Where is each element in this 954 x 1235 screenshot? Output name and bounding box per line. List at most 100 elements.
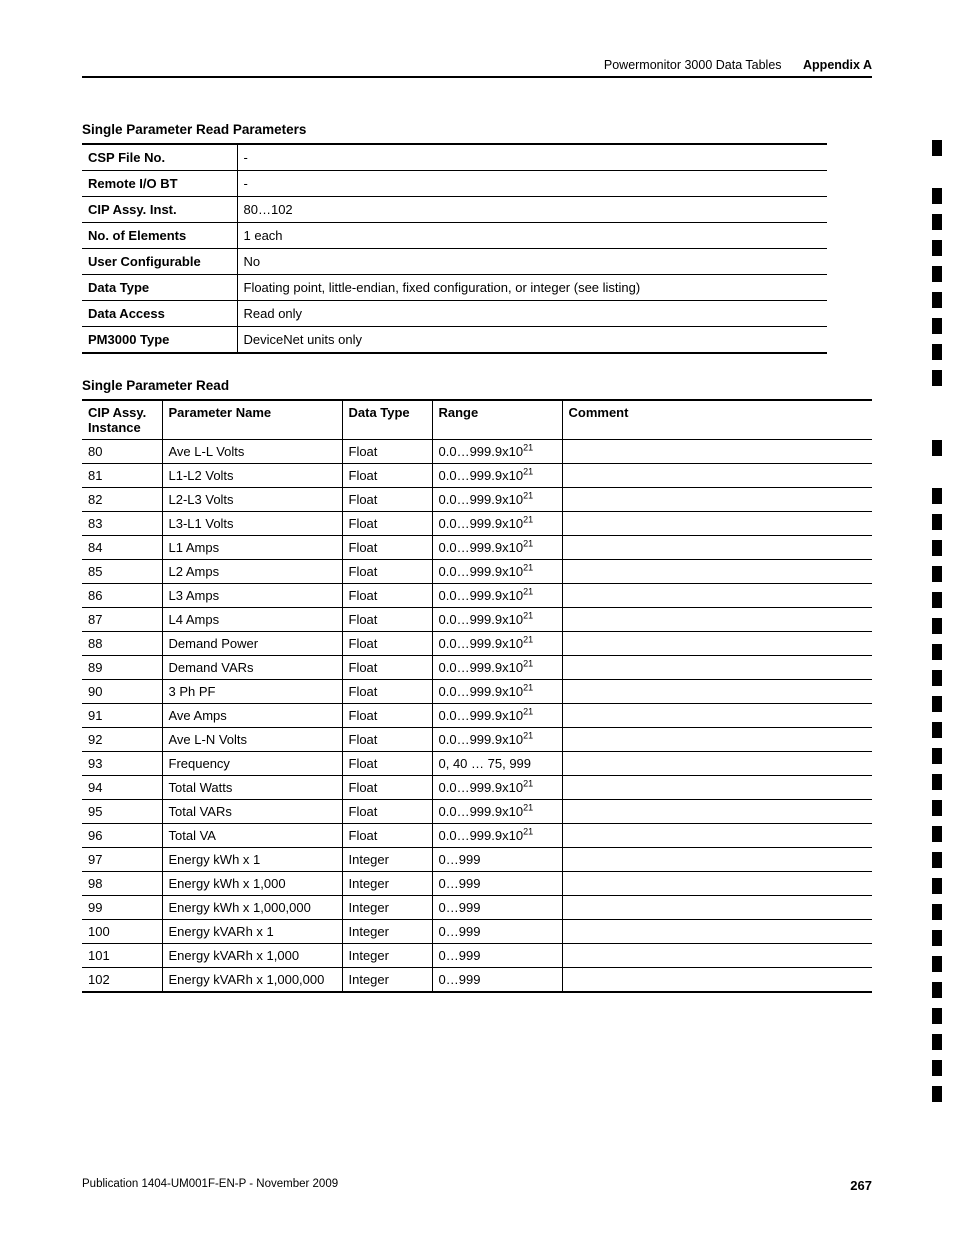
- cell-range: 0.0…999.9x1021: [432, 512, 562, 536]
- cell-data-type: Float: [342, 656, 432, 680]
- table-row: 93FrequencyFloat0, 40 … 75, 999: [82, 752, 872, 776]
- table-row: 101Energy kVARh x 1,000Integer0…999: [82, 944, 872, 968]
- params-label: PM3000 Type: [82, 327, 237, 354]
- cell-comment: [562, 680, 872, 704]
- cell-instance: 85: [82, 560, 162, 584]
- cell-instance: 94: [82, 776, 162, 800]
- params-label: CIP Assy. Inst.: [82, 197, 237, 223]
- cell-range: 0.0…999.9x1021: [432, 632, 562, 656]
- cell-parameter-name: Energy kWh x 1: [162, 848, 342, 872]
- params-value: Floating point, little-endian, fixed con…: [237, 275, 827, 301]
- cell-range: 0.0…999.9x1021: [432, 824, 562, 848]
- cell-parameter-name: Total Watts: [162, 776, 342, 800]
- cell-range: 0.0…999.9x1021: [432, 464, 562, 488]
- cell-comment: [562, 560, 872, 584]
- cell-instance: 80: [82, 440, 162, 464]
- cell-data-type: Float: [342, 728, 432, 752]
- cell-range: 0…999: [432, 896, 562, 920]
- params-row: Remote I/O BT-: [82, 171, 827, 197]
- table-row: 91Ave AmpsFloat0.0…999.9x1021: [82, 704, 872, 728]
- cell-parameter-name: Energy kVARh x 1,000: [162, 944, 342, 968]
- cell-data-type: Float: [342, 680, 432, 704]
- cell-parameter-name: L2 Amps: [162, 560, 342, 584]
- cell-range: 0.0…999.9x1021: [432, 584, 562, 608]
- cell-data-type: Float: [342, 704, 432, 728]
- cell-data-type: Float: [342, 776, 432, 800]
- table-row: 99Energy kWh x 1,000,000Integer0…999: [82, 896, 872, 920]
- cell-comment: [562, 896, 872, 920]
- cell-data-type: Integer: [342, 872, 432, 896]
- table-row: 98Energy kWh x 1,000Integer0…999: [82, 872, 872, 896]
- cell-data-type: Integer: [342, 896, 432, 920]
- params-value: -: [237, 144, 827, 171]
- params-row: PM3000 TypeDeviceNet units only: [82, 327, 827, 354]
- cell-data-type: Float: [342, 440, 432, 464]
- cell-parameter-name: Energy kWh x 1,000: [162, 872, 342, 896]
- cell-comment: [562, 968, 872, 993]
- cell-range: 0.0…999.9x1021: [432, 656, 562, 680]
- table-row: 85L2 AmpsFloat0.0…999.9x1021: [82, 560, 872, 584]
- read-table-title: Single Parameter Read: [82, 378, 872, 393]
- cell-instance: 93: [82, 752, 162, 776]
- col-header-comment: Comment: [562, 400, 872, 440]
- cell-instance: 82: [82, 488, 162, 512]
- cell-range: 0…999: [432, 872, 562, 896]
- col-header-parameter-name: Parameter Name: [162, 400, 342, 440]
- params-row: Data AccessRead only: [82, 301, 827, 327]
- cell-instance: 96: [82, 824, 162, 848]
- cell-range: 0.0…999.9x1021: [432, 560, 562, 584]
- cell-data-type: Float: [342, 536, 432, 560]
- cell-comment: [562, 752, 872, 776]
- cell-range: 0.0…999.9x1021: [432, 680, 562, 704]
- cell-data-type: Float: [342, 632, 432, 656]
- cell-parameter-name: Demand Power: [162, 632, 342, 656]
- cell-comment: [562, 440, 872, 464]
- cell-instance: 90: [82, 680, 162, 704]
- params-row: CIP Assy. Inst.80…102: [82, 197, 827, 223]
- cell-comment: [562, 944, 872, 968]
- cell-range: 0.0…999.9x1021: [432, 536, 562, 560]
- cell-data-type: Float: [342, 752, 432, 776]
- cell-parameter-name: L3 Amps: [162, 584, 342, 608]
- cell-range: 0.0…999.9x1021: [432, 608, 562, 632]
- params-label: No. of Elements: [82, 223, 237, 249]
- cell-parameter-name: Energy kVARh x 1,000,000: [162, 968, 342, 993]
- params-label: Data Access: [82, 301, 237, 327]
- cell-range: 0, 40 … 75, 999: [432, 752, 562, 776]
- page-footer: Publication 1404-UM001F-EN-P - November …: [82, 1178, 872, 1193]
- params-label: CSP File No.: [82, 144, 237, 171]
- params-row: CSP File No.-: [82, 144, 827, 171]
- cell-instance: 91: [82, 704, 162, 728]
- table-row: 87L4 AmpsFloat0.0…999.9x1021: [82, 608, 872, 632]
- cell-instance: 89: [82, 656, 162, 680]
- col-header-instance: CIP Assy.Instance: [82, 400, 162, 440]
- cell-parameter-name: 3 Ph PF: [162, 680, 342, 704]
- cell-range: 0.0…999.9x1021: [432, 704, 562, 728]
- cell-data-type: Float: [342, 584, 432, 608]
- table-row: 89Demand VARsFloat0.0…999.9x1021: [82, 656, 872, 680]
- cell-instance: 81: [82, 464, 162, 488]
- table-row: 94Total WattsFloat0.0…999.9x1021: [82, 776, 872, 800]
- cell-comment: [562, 464, 872, 488]
- table-row: 95Total VARsFloat0.0…999.9x1021: [82, 800, 872, 824]
- cell-comment: [562, 584, 872, 608]
- cell-parameter-name: Total VA: [162, 824, 342, 848]
- cell-parameter-name: L1-L2 Volts: [162, 464, 342, 488]
- cell-comment: [562, 536, 872, 560]
- cell-range: 0…999: [432, 848, 562, 872]
- publication-info: Publication 1404-UM001F-EN-P - November …: [82, 1178, 338, 1193]
- cell-parameter-name: L3-L1 Volts: [162, 512, 342, 536]
- read-table: CIP Assy.Instance Parameter Name Data Ty…: [82, 399, 872, 993]
- cell-range: 0…999: [432, 920, 562, 944]
- params-label: User Configurable: [82, 249, 237, 275]
- params-value: 1 each: [237, 223, 827, 249]
- cell-range: 0.0…999.9x1021: [432, 776, 562, 800]
- page-number: 267: [850, 1178, 872, 1193]
- cell-comment: [562, 848, 872, 872]
- table-row: 83L3-L1 VoltsFloat0.0…999.9x1021: [82, 512, 872, 536]
- cell-instance: 99: [82, 896, 162, 920]
- cell-range: 0.0…999.9x1021: [432, 440, 562, 464]
- cell-instance: 101: [82, 944, 162, 968]
- table-row: 80Ave L-L VoltsFloat0.0…999.9x1021: [82, 440, 872, 464]
- cell-range: 0.0…999.9x1021: [432, 800, 562, 824]
